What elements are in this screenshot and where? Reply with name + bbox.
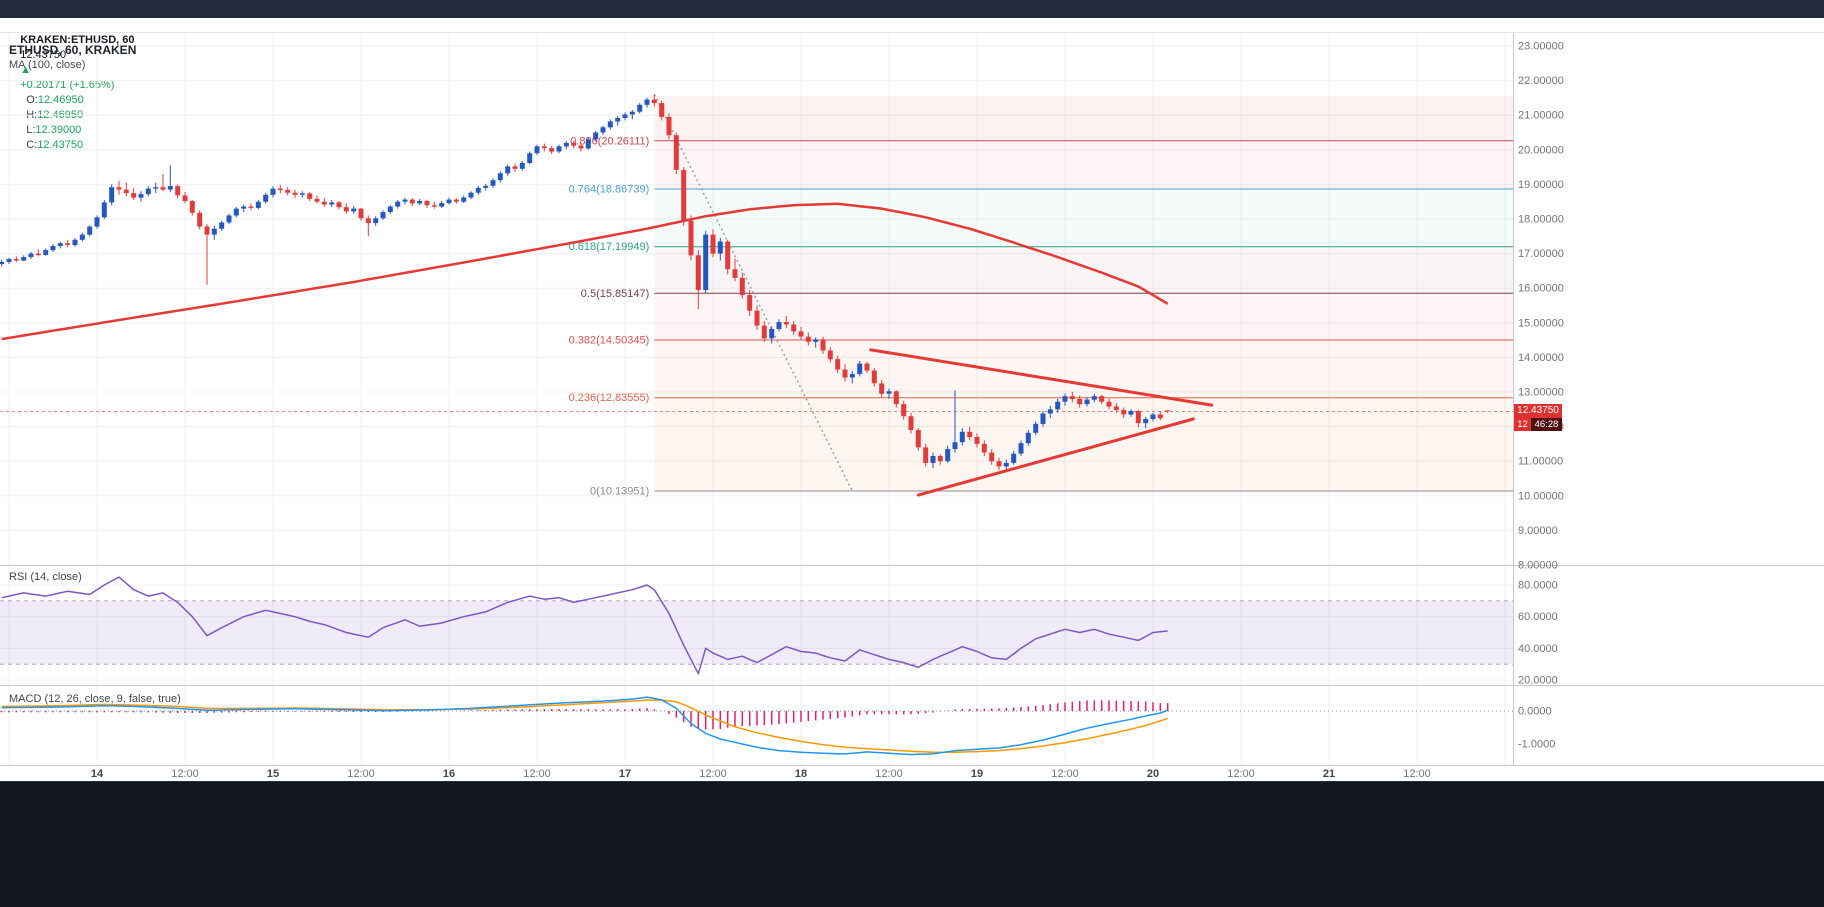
pane-separators: [0, 33, 1824, 766]
ma100-line: [1, 202, 1169, 341]
close-label: C:: [26, 139, 38, 151]
time-axis[interactable]: 14 12:00 15 12:00 16 12:00 17 12:00 18 12:00 19 12:…: [91, 768, 1431, 780]
time-axis-label: 14: [91, 768, 104, 780]
price-axis-label: 21.00000: [1518, 110, 1564, 122]
time-axis-label: 17: [619, 768, 631, 780]
triangle-upper-trendline[interactable]: [869, 348, 1214, 407]
triangle-lower-trendline[interactable]: [916, 417, 1195, 497]
price-change: +0.20171 (+1.65%): [20, 79, 115, 91]
price-axis-label: 22.00000: [1518, 75, 1564, 87]
rsi-axis-label: 80.0000: [1518, 580, 1558, 592]
price-pane[interactable]: 0.886(20.26111) 0.764(18.86739) 0.618(17.1…: [0, 45, 1513, 565]
rsi-line: [1, 576, 1168, 675]
fib-guide-line: [653, 94, 853, 492]
price-axis-label: 18.00000: [1518, 214, 1564, 226]
time-axis-label: 12:00: [523, 768, 551, 780]
last-price-text: 12.43750: [20, 49, 67, 61]
price-axis-label: 17.00000: [1518, 248, 1564, 260]
macd-pane[interactable]: [0, 696, 1513, 756]
time-axis-label: 12:00: [171, 768, 199, 780]
fib-label: 0.5(15.85147): [581, 288, 650, 300]
price-axis-label: 13.00000: [1518, 387, 1564, 399]
fib-levels: 0.886(20.26111) 0.764(18.86739) 0.618(17.1…: [569, 135, 1513, 498]
time-axis-label: 16: [443, 768, 455, 780]
time-axis-label: 12:00: [1227, 768, 1255, 780]
price-axis[interactable]: 23.00000 22.00000 21.00000 20.00000 19.00000…: [1518, 41, 1564, 751]
price-axis-label: 14.00000: [1518, 352, 1564, 364]
fib-label: 0(10.13951): [590, 486, 649, 498]
rsi-pane[interactable]: [0, 576, 1513, 681]
symbol-title: KRAKEN:ETHUSD, 60: [20, 34, 135, 46]
open-label: O:: [26, 94, 38, 106]
time-axis-label: 12:00: [1403, 768, 1431, 780]
symbol-info-bar: KRAKEN:ETHUSD, 60 12.43750 ▲ +0.20171 (+…: [0, 18, 1824, 151]
open-value: 12.46950: [37, 94, 84, 106]
time-axis-label: 12:00: [347, 768, 375, 780]
price-axis-label: 8.00000: [1518, 560, 1558, 572]
macd-axis-label: -1.0000: [1518, 739, 1555, 751]
last-price-badge: 12.43750: [1514, 404, 1562, 418]
countdown-price-fragment: 12: [1514, 418, 1531, 431]
low-label: L:: [26, 124, 36, 136]
time-axis-label: 12:00: [1051, 768, 1079, 780]
chart-area[interactable]: 0.886(20.26111) 0.764(18.86739) 0.618(17.1…: [0, 33, 1824, 781]
publisher-bar: aayushjindal published on TradingView.co…: [0, 0, 1824, 33]
fib-label: 0.618(17.19949): [569, 241, 650, 253]
time-axis-label: 15: [267, 768, 279, 780]
rsi-band: [0, 600, 1513, 665]
time-axis-label: 20: [1147, 768, 1159, 780]
price-axis-label: 11.00000: [1518, 456, 1563, 468]
price-axis-label: 19.00000: [1518, 179, 1564, 191]
change-arrow-icon: ▲: [20, 64, 32, 76]
price-axis-label: 9.00000: [1518, 525, 1558, 537]
countdown-badge: 12 46:28: [1514, 418, 1562, 431]
rsi-axis-label: 60.0000: [1518, 611, 1558, 623]
macd-line: [1, 696, 1168, 756]
bottom-toolbar: [0, 781, 1824, 907]
fib-label: 0.236(12.83555): [569, 392, 650, 404]
macd-axis-label: 0.0000: [1518, 706, 1552, 718]
price-chart-canvas[interactable]: 0.886(20.26111) 0.764(18.86739) 0.618(17.1…: [0, 33, 1824, 781]
time-axis-label: 12:00: [875, 768, 903, 780]
price-axis-label: 20.00000: [1518, 144, 1564, 156]
fib-label: 0.764(18.86739): [569, 184, 650, 196]
fib-label: 0.886(20.26111): [570, 135, 649, 147]
macd-signal-line: [1, 699, 1168, 754]
price-axis-label: 10.00000: [1518, 490, 1564, 502]
price-axis-label: 23.00000: [1518, 41, 1564, 53]
time-axis-label: 21: [1323, 768, 1335, 780]
price-axis-label: 16.00000: [1518, 283, 1564, 295]
fib-label: 0.382(14.50345): [569, 335, 650, 347]
macd-histogram: [0, 700, 1169, 730]
time-axis-label: 12:00: [699, 768, 727, 780]
rsi-axis-label: 40.0000: [1518, 643, 1558, 655]
rsi-axis-label: 20.0000: [1518, 675, 1558, 687]
close-value: 12.43750: [37, 139, 84, 151]
bar-countdown: 46:28: [1531, 418, 1562, 431]
candles: [0, 94, 1171, 472]
time-axis-label: 19: [971, 768, 983, 780]
price-axis-label: 15.00000: [1518, 317, 1564, 329]
time-axis-label: 18: [795, 768, 807, 780]
fib-bands: [654, 95, 1513, 491]
low-value: 12.39000: [35, 124, 82, 136]
